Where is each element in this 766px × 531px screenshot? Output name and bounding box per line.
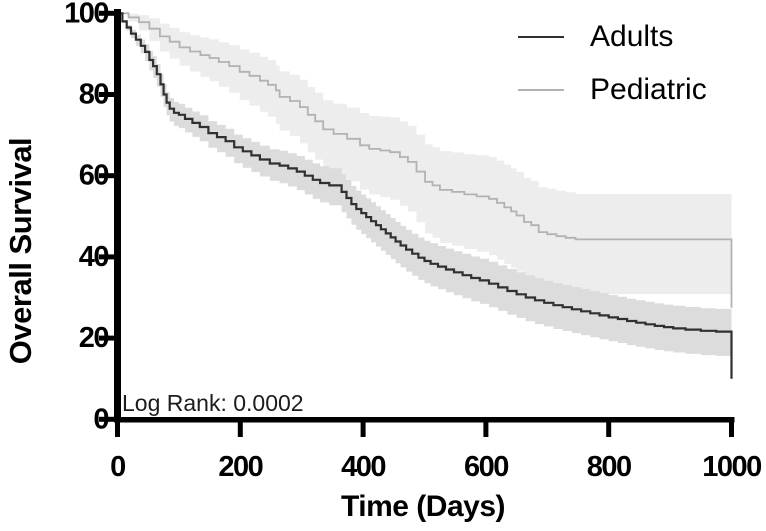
pediatric-confidence-band xyxy=(117,13,732,295)
x-tick-label-0: 0 xyxy=(110,451,125,483)
y-tick-label-40: 40 xyxy=(79,241,109,273)
y-tick-label-100: 100 xyxy=(64,0,108,29)
log-rank-annotation: Log Rank: 0.0002 xyxy=(122,390,304,416)
y-tick-label-0: 0 xyxy=(93,403,108,435)
legend-label-adults: Adults xyxy=(590,20,674,53)
y-tick-label-60: 60 xyxy=(79,160,109,192)
x-tick-label-600: 600 xyxy=(464,451,508,483)
y-tick-label-80: 80 xyxy=(79,79,109,111)
legend-item-adults: Adults xyxy=(518,14,707,60)
adults-confidence-band xyxy=(117,13,732,357)
y-tick-label-20: 20 xyxy=(79,322,109,354)
adults-line-swatch-icon xyxy=(518,36,564,38)
y-axis-title: Overall Survival xyxy=(3,137,38,365)
x-tick-label-1000: 1000 xyxy=(702,451,761,483)
legend: Adults Pediatric xyxy=(518,14,707,120)
legend-label-pediatric: Pediatric xyxy=(590,73,707,106)
adults-survival-curve xyxy=(117,12,733,379)
pediatric-line-swatch-icon xyxy=(518,89,564,91)
pediatric-survival-curve xyxy=(117,12,733,308)
x-axis-title: Time (Days) xyxy=(340,490,506,523)
x-tick-label-400: 400 xyxy=(341,451,385,483)
x-tick-label-800: 800 xyxy=(587,451,631,483)
legend-item-pediatric: Pediatric xyxy=(518,67,707,113)
x-tick-label-200: 200 xyxy=(218,451,262,483)
